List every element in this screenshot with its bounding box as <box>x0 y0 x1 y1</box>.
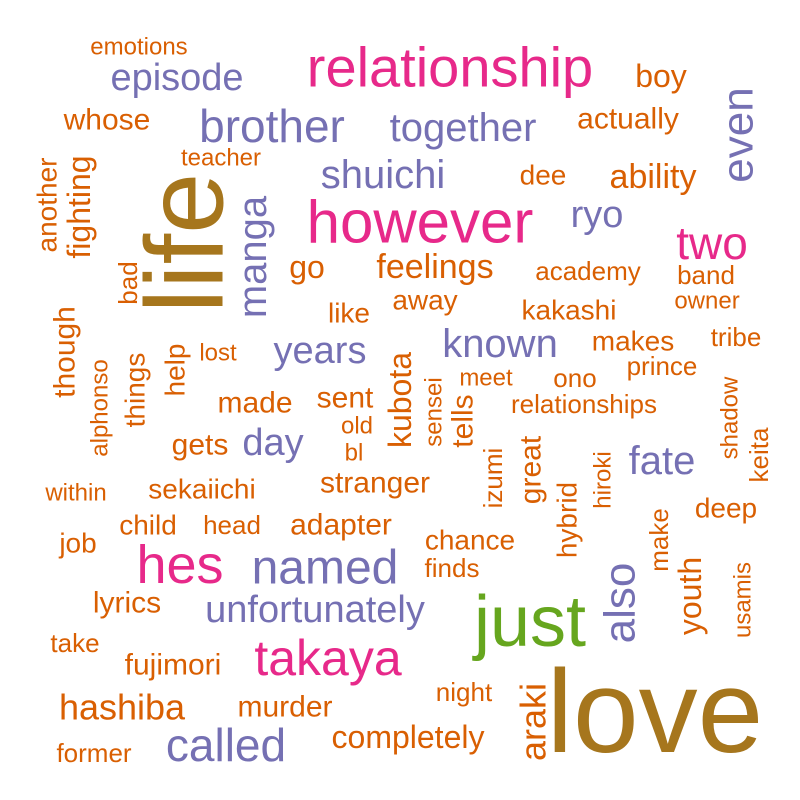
word-makes: makes <box>592 326 674 357</box>
word-boy: boy <box>635 58 687 94</box>
word-ryo: ryo <box>571 194 624 236</box>
word-named: named <box>252 542 399 595</box>
word-old: old <box>341 413 373 440</box>
word-lost: lost <box>199 340 237 367</box>
word-brother: brother <box>199 100 345 152</box>
word-takaya: takaya <box>254 630 402 686</box>
word-meet: meet <box>459 365 513 392</box>
word-whose: whose <box>63 104 151 137</box>
word-bad: bad <box>113 261 143 304</box>
word-child: child <box>119 510 177 541</box>
word-sent: sent <box>317 382 374 415</box>
word-take: take <box>50 628 99 658</box>
word-great: great <box>515 435 548 504</box>
word-just: just <box>472 582 586 662</box>
word-unfortunately: unfortunately <box>205 589 425 631</box>
word-hiroki: hiroki <box>590 451 617 508</box>
word-sensei: sensei <box>421 377 448 446</box>
word-former: former <box>56 738 131 768</box>
word-two: two <box>676 217 748 269</box>
word-made: made <box>217 387 292 420</box>
word-however: however <box>307 189 534 256</box>
word-academy: academy <box>535 256 641 286</box>
word-deep: deep <box>695 493 757 524</box>
word-stranger: stranger <box>320 467 430 500</box>
word-fate: fate <box>629 439 696 483</box>
word-love: love <box>547 646 763 778</box>
word-relationships: relationships <box>511 389 657 419</box>
word-hybrid: hybrid <box>552 482 583 558</box>
word-away: away <box>392 285 457 316</box>
word-head: head <box>203 510 261 540</box>
word-youth: youth <box>672 557 708 635</box>
word-fujimori: fujimori <box>125 649 222 682</box>
word-kubota: kubota <box>382 352 418 448</box>
word-teacher: teacher <box>181 145 261 172</box>
word-murder: murder <box>237 691 332 724</box>
word-shadow: shadow <box>717 376 744 459</box>
word-life: life <box>124 173 247 314</box>
word-manga: manga <box>231 195 275 318</box>
word-years: years <box>274 330 367 372</box>
word-episode: episode <box>110 57 243 99</box>
word-chance: chance <box>425 525 515 556</box>
word-like: like <box>328 298 370 329</box>
word-gets: gets <box>172 429 229 462</box>
word-band: band <box>677 260 735 290</box>
word-another: another <box>32 158 63 253</box>
word-kakashi: kakashi <box>522 295 617 326</box>
word-adapter: adapter <box>290 509 392 542</box>
word-usamis: usamis <box>730 562 757 638</box>
word-fighting: fighting <box>61 155 97 258</box>
word-lyrics: lyrics <box>93 587 161 620</box>
word-actually: actually <box>577 103 679 136</box>
word-relationship: relationship <box>307 36 593 99</box>
word-finds: finds <box>425 553 480 583</box>
word-ability: ability <box>610 158 697 196</box>
word-also: also <box>596 563 645 644</box>
word-feelings: feelings <box>376 248 493 286</box>
word-araki: araki <box>513 683 554 761</box>
word-help: help <box>160 344 191 397</box>
word-sekaiichi: sekaiichi <box>148 474 255 505</box>
word-make: make <box>644 508 674 572</box>
word-known: known <box>442 322 558 366</box>
word-ono: ono <box>553 363 596 393</box>
word-bl: bl <box>345 440 364 467</box>
word-together: together <box>390 106 537 150</box>
word-owner: owner <box>674 288 739 315</box>
word-prince: prince <box>627 351 698 381</box>
word-night: night <box>436 677 493 707</box>
word-things: things <box>120 353 151 428</box>
word-tells: tells <box>447 394 480 447</box>
word-tribe: tribe <box>711 322 762 352</box>
word-though: though <box>49 306 82 398</box>
word-hashiba: hashiba <box>59 687 186 728</box>
word-day: day <box>242 422 303 464</box>
word-emotions: emotions <box>90 34 187 61</box>
word-alphonso: alphonso <box>87 359 114 456</box>
word-completely: completely <box>332 719 485 755</box>
word-shuichi: shuichi <box>321 153 446 197</box>
word-even: even <box>714 87 763 182</box>
word-hes: hes <box>136 535 223 595</box>
word-within: within <box>44 480 106 507</box>
word-called: called <box>166 719 286 771</box>
word-go: go <box>289 249 325 285</box>
word-dee: dee <box>520 160 567 191</box>
word-job: job <box>58 528 96 559</box>
word-izumi: izumi <box>478 448 508 509</box>
word-keita: keita <box>744 427 774 482</box>
